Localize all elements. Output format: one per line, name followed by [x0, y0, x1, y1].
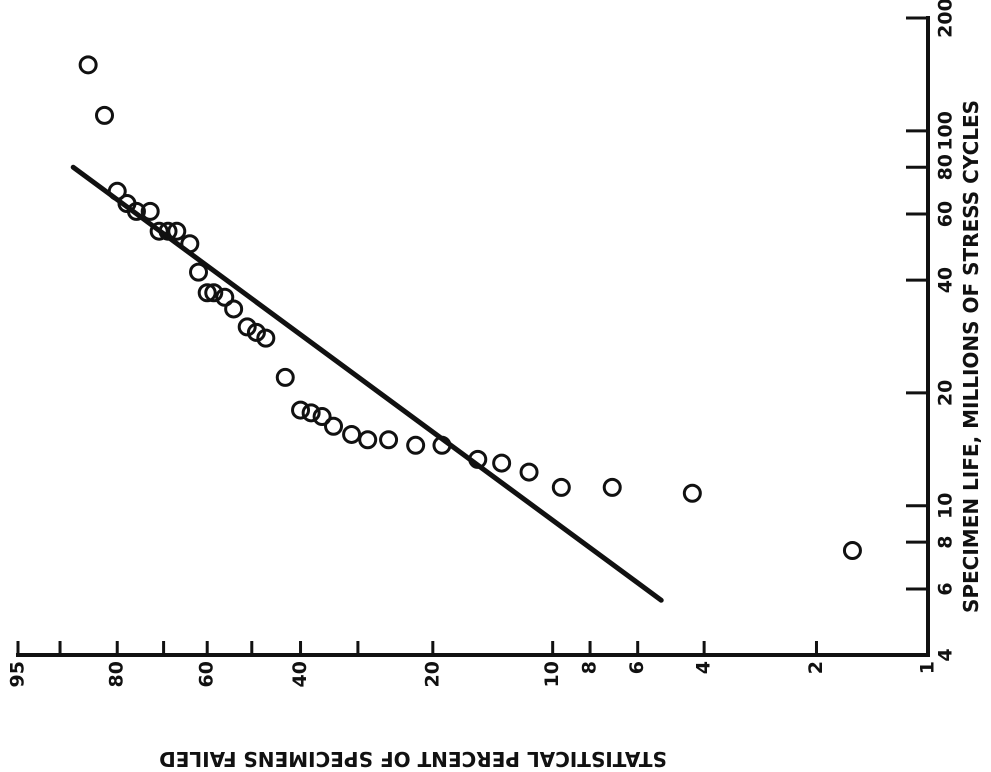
data-point [406, 435, 426, 455]
x-tick-label: 95 [7, 661, 29, 687]
data-point [358, 430, 378, 450]
x-tick-label: 1 [917, 661, 939, 674]
data-point [126, 201, 146, 221]
data-point [301, 403, 321, 423]
x-axis-title: STATISTICAL PERCENT OF SPECIMENS FAILED [159, 747, 667, 771]
y-tick-label: 200 [935, 0, 957, 38]
axes-group: 95 80 60 40 20 10 8 6 4 2 1 4 6 8 10 20 40 60 80 100 200 [7, 0, 957, 687]
y-tick-label: 80 [935, 154, 957, 180]
data-point [291, 400, 311, 420]
data-point [275, 367, 295, 387]
y-tick-label: 20 [935, 380, 957, 406]
x-tick-label: 40 [289, 661, 311, 687]
y-tick-label: 100 [935, 111, 957, 151]
data-point [246, 322, 266, 342]
x-tick-label: 4 [693, 661, 715, 674]
data-point [140, 201, 160, 221]
data-point [197, 283, 217, 303]
data-point [167, 221, 187, 241]
data-point [342, 424, 362, 444]
y-tick-label: 60 [935, 201, 957, 227]
data-point [492, 453, 512, 473]
x-tick-label: 2 [805, 661, 827, 674]
data-point [432, 435, 452, 455]
data-point [324, 416, 344, 436]
x-tick-label: 8 [579, 661, 601, 674]
x-axis-ticks: 95 80 60 40 20 10 8 6 4 2 1 [7, 641, 939, 687]
data-point [78, 55, 98, 75]
data-point [149, 221, 169, 241]
data-point [189, 262, 209, 282]
data-point [224, 299, 244, 319]
data-point [379, 430, 399, 450]
data-point [180, 234, 200, 254]
data-points-group [78, 55, 862, 560]
data-point [215, 287, 235, 307]
x-tick-label: 60 [196, 661, 218, 687]
x-tick-label: 80 [106, 661, 128, 687]
y-tick-label: 40 [935, 267, 957, 293]
y-tick-label: 10 [935, 493, 957, 519]
data-point [468, 449, 488, 469]
y-axis-ticks: 4 6 8 10 20 40 60 80 100 200 [906, 0, 957, 662]
data-point [237, 317, 257, 337]
y-tick-label: 8 [935, 536, 957, 549]
data-point [256, 328, 276, 348]
data-point [95, 105, 115, 125]
data-point [551, 477, 571, 497]
data-point [682, 483, 702, 503]
data-point [204, 283, 224, 303]
data-point [107, 181, 127, 201]
data-point [842, 540, 862, 560]
x-tick-label: 6 [626, 661, 648, 674]
x-tick-label: 10 [541, 661, 563, 687]
data-point [158, 221, 178, 241]
y-tick-label: 6 [935, 582, 957, 595]
x-tick-label: 20 [421, 661, 443, 687]
data-point [602, 477, 622, 497]
y-tick-label: 4 [935, 648, 957, 661]
y-axis-title: SPECIMEN LIFE, MILLIONS OF STRESS CYCLES [959, 100, 983, 613]
data-point [312, 407, 332, 427]
data-point [519, 462, 539, 482]
